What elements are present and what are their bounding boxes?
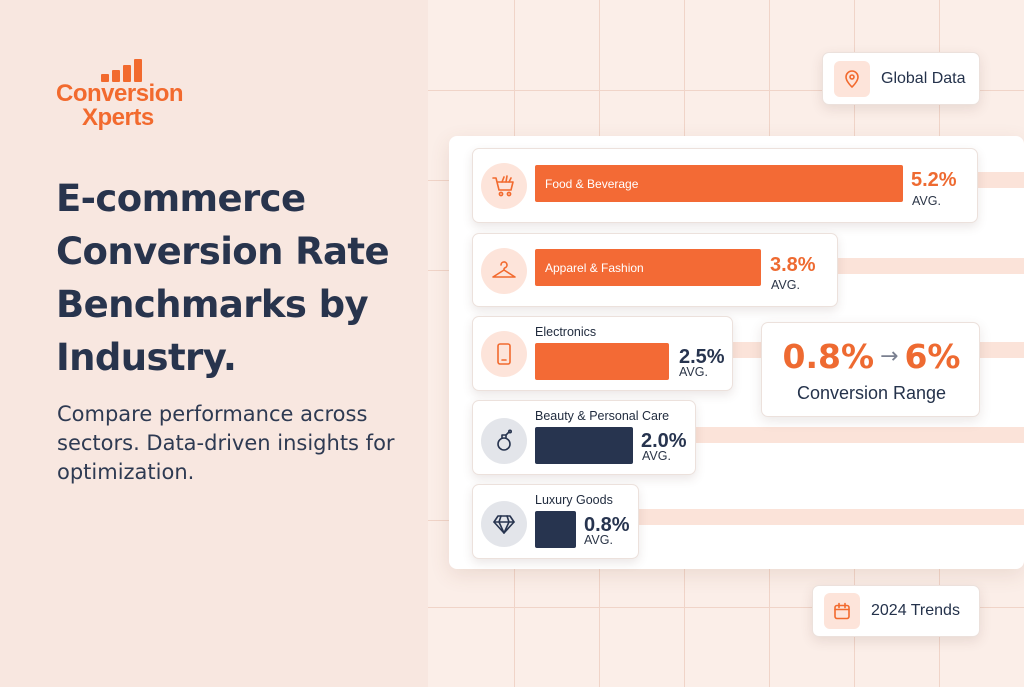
title-line: Industry. (56, 336, 237, 379)
brand-name-line2: Xperts (82, 104, 154, 131)
bar-food-beverage: Food & Beverage (535, 165, 903, 202)
range-label: Conversion Range (796, 383, 947, 403)
category-label: Food & Beverage (545, 176, 639, 191)
category-label: Electronics (535, 325, 597, 339)
value-luxury-goods: 0.8% (584, 514, 630, 536)
category-label: Apparel & Fashion (545, 260, 644, 275)
avg-label: AVG. (679, 365, 708, 379)
value-beauty-personal-care: 2.0% (641, 430, 687, 452)
industry-row-apparel-fashion: Apparel & Fashion 3.8% AVG. (472, 233, 838, 307)
arrow-right-icon: → (880, 344, 899, 369)
title-line: E-commerce (56, 177, 306, 220)
value-food-beverage: 5.2% (911, 169, 957, 191)
range-high: 6% (904, 337, 961, 376)
trends-badge: 2024 Trends (812, 585, 980, 637)
page-title: E-commerce Conversion Rate Benchmarks by… (56, 172, 428, 384)
category-label: Luxury Goods (535, 493, 613, 507)
value-electronics: 2.5% (679, 346, 725, 368)
global-data-badge: Global Data (822, 52, 980, 105)
avg-label: AVG. (584, 533, 613, 547)
title-line: Benchmarks by (56, 283, 369, 326)
location-pin-icon (834, 60, 870, 97)
conversion-range-card: 0.8% → 6% Conversion Range (761, 322, 980, 417)
logo-bars-icon (101, 56, 183, 82)
hanger-icon (481, 248, 527, 294)
diamond-icon (481, 501, 527, 547)
shopping-cart-icon (481, 163, 527, 209)
page-subtitle: Compare performance across sectors. Data… (57, 402, 395, 484)
bar-apparel-fashion: Apparel & Fashion (535, 249, 761, 286)
title-line: Conversion Rate (56, 230, 390, 273)
global-data-label: Global Data (881, 69, 966, 87)
range-values: 0.8% → 6% (762, 337, 981, 376)
tablet-icon (481, 331, 527, 377)
brand-name-line1: Conversion (56, 80, 184, 107)
bar-luxury-goods (535, 511, 576, 548)
bar-beauty-personal-care (535, 427, 633, 464)
calendar-icon (824, 593, 860, 629)
brand-logo: Conversion Xperts (56, 56, 184, 131)
category-label: Beauty & Personal Care (535, 409, 670, 423)
avg-label: AVG. (642, 449, 671, 463)
range-low: 0.8% (782, 337, 875, 376)
trends-label: 2024 Trends (871, 602, 960, 619)
industry-row-electronics: Electronics 2.5% AVG. (472, 316, 733, 391)
perfume-bottle-icon (481, 418, 527, 464)
industry-row-food-beverage: Food & Beverage 5.2% AVG. (472, 148, 978, 223)
industry-row-luxury-goods: Luxury Goods 0.8% AVG. (472, 484, 639, 559)
left-panel: Conversion Xperts E-commerce Conversion … (0, 0, 428, 687)
avg-label: AVG. (771, 278, 800, 292)
value-apparel-fashion: 3.8% (770, 254, 816, 276)
industry-row-beauty-personal-care: Beauty & Personal Care 2.0% AVG. (472, 400, 696, 475)
bar-electronics (535, 343, 669, 380)
avg-label: AVG. (912, 194, 941, 208)
